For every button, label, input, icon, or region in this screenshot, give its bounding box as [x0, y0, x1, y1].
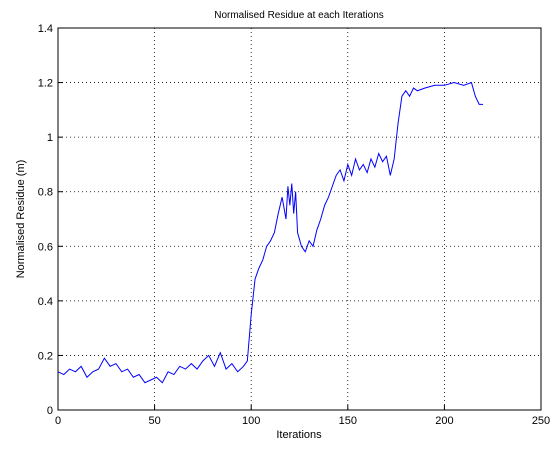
y-tick-label: 0.2 — [38, 350, 53, 362]
data-line — [57, 81, 484, 384]
x-tick-label: 150 — [339, 415, 357, 427]
y-tick-label: 1.2 — [38, 78, 53, 90]
y-tick-label: 1 — [47, 132, 53, 144]
x-tick-label: 250 — [532, 415, 550, 427]
x-tick-label: 50 — [148, 415, 160, 427]
chart-title: Normalised Residue at each Iterations — [214, 10, 384, 21]
y-axis-label: Normalised Residue (m) — [15, 160, 27, 279]
y-tick-label: 0.6 — [38, 241, 53, 253]
x-axis-label: Iterations — [276, 429, 322, 441]
x-tick-label: 200 — [435, 415, 453, 427]
plot-frame — [57, 27, 542, 411]
y-tick-label: 0.4 — [38, 296, 53, 308]
y-tick-label: 0 — [47, 405, 53, 417]
x-tick-label: 100 — [242, 415, 260, 427]
y-tick-label: 0.8 — [38, 187, 53, 199]
x-tick-label: 0 — [55, 415, 61, 427]
y-tick-label: 1.4 — [38, 23, 53, 35]
